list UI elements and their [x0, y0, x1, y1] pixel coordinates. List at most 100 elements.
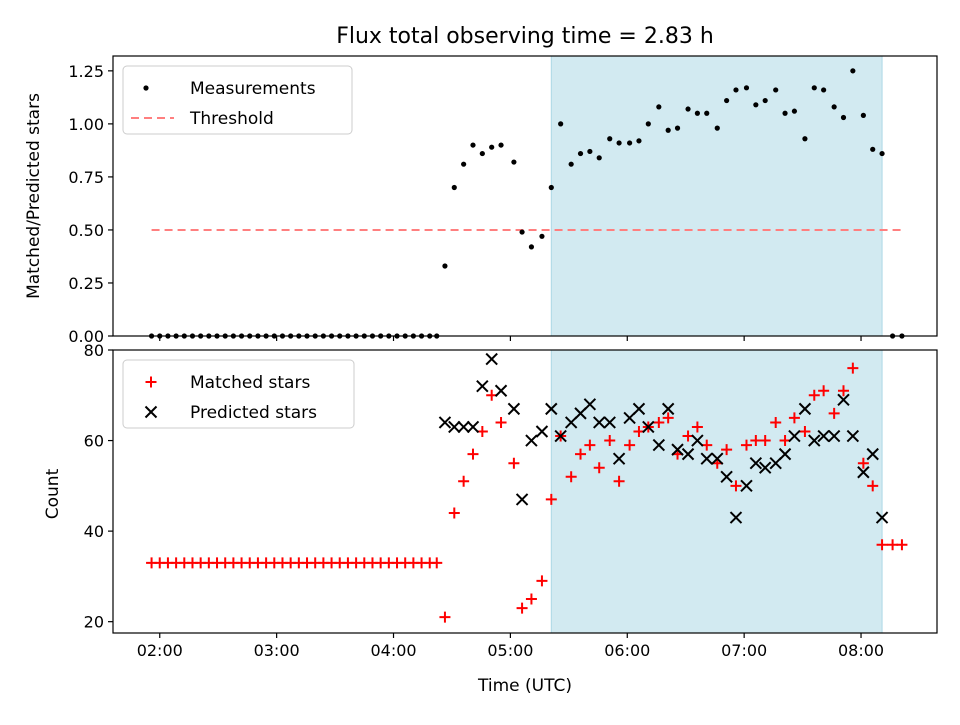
top-y-tick-label: 1.00 [68, 115, 104, 134]
legend-matched-marker [145, 376, 157, 388]
predicted-point [603, 416, 616, 429]
predicted-point [623, 411, 636, 425]
top-y-tick-label: 0.50 [68, 221, 104, 240]
matched-point [448, 507, 460, 519]
measurement-point [791, 108, 798, 114]
predicted-point [525, 434, 538, 447]
matched-point [624, 439, 636, 451]
measurement-point [451, 184, 457, 191]
predicted-point [515, 493, 529, 506]
predicted-point [837, 393, 850, 407]
matched-point [613, 475, 625, 487]
predicted-point [700, 452, 713, 465]
matched-point [439, 611, 451, 623]
top-y-tick-label: 0.75 [68, 168, 104, 187]
measurement-point [568, 161, 574, 167]
top-panel: 0.00 0.25 0.50 0.75 1.00 1.25 Measurements Thre… [68, 55, 938, 346]
measurement-point [802, 136, 808, 142]
measurement-point [636, 138, 642, 144]
measurement-point [645, 121, 651, 127]
predicted-point [788, 429, 801, 443]
top-panel-y-label: Matched/Predicted stars [24, 93, 44, 299]
predicted-point [494, 384, 508, 397]
bottom-panel-y-label: Count [43, 468, 63, 519]
predicted-point [554, 429, 567, 443]
matched-point [857, 457, 869, 469]
measurement-point [733, 87, 739, 93]
x-axis-label: Time (UTC) [477, 676, 572, 696]
predicted-point [476, 380, 489, 393]
predicted-point [749, 456, 763, 470]
predicted-point [740, 479, 753, 493]
measurement-point [548, 184, 554, 191]
matched-point [876, 539, 888, 551]
predicted-point [681, 447, 695, 461]
matched-point [593, 462, 605, 474]
measurement-point [616, 140, 622, 146]
matched-point [467, 448, 479, 460]
measurement-point [498, 142, 504, 148]
measurement-point [870, 146, 876, 152]
measurement-point [831, 104, 837, 110]
matched-point [828, 407, 840, 419]
predicted-point [564, 416, 578, 429]
predicted-point [438, 416, 452, 429]
predicted-point [507, 402, 521, 416]
predicted-point [720, 470, 733, 483]
bottom-observing-span [550, 349, 883, 634]
matched-point [750, 435, 762, 447]
matched-point [770, 416, 782, 428]
measurement-point [840, 114, 847, 121]
predicted-point [817, 429, 830, 443]
measurement-point [773, 87, 779, 93]
predicted-point [457, 420, 470, 434]
predicted-point [545, 402, 558, 416]
measurement-point [850, 68, 856, 74]
predicted-point [642, 420, 655, 434]
predicted-point [691, 434, 704, 447]
measurement-point [821, 87, 827, 93]
bottom-y-tick-label: 20 [84, 613, 104, 632]
predicted-point [583, 398, 597, 411]
predicted-point [448, 420, 461, 434]
predicted-point [808, 434, 821, 447]
predicted-point [758, 461, 772, 474]
bottom-y-tick-label: 80 [84, 341, 104, 360]
measurement-point [762, 97, 768, 104]
legend-label: Threshold [189, 109, 274, 129]
matched-point [653, 416, 665, 428]
predicted-point [661, 402, 675, 416]
matched-point [788, 412, 800, 424]
matched-point [508, 457, 520, 469]
bottom-axes-frame [112, 349, 938, 634]
matched-point [565, 471, 577, 483]
top-y-tick-label: 0.00 [68, 327, 104, 346]
legend-measurement-marker [143, 85, 149, 91]
matched-point [495, 416, 507, 428]
predicted-point [729, 511, 743, 524]
matched-point [604, 435, 616, 447]
matched-point [759, 435, 771, 447]
measurement-point [724, 97, 730, 104]
predicted-point [711, 452, 724, 465]
measurement-point [511, 159, 517, 165]
measurement-point [479, 150, 485, 157]
measurement-point [879, 150, 885, 157]
matched-point [691, 421, 703, 433]
x-tick-label: 02:00 [137, 641, 183, 660]
matched-point [837, 385, 849, 397]
matched-point [818, 385, 830, 397]
matched-point [545, 493, 557, 505]
measurement-point [470, 142, 476, 148]
matched-point [867, 480, 879, 492]
measurement-point [704, 110, 710, 116]
matched-point [662, 412, 674, 424]
measurement-point [674, 125, 681, 131]
measurement-point [685, 106, 691, 112]
top-axes-frame [112, 55, 938, 337]
measurement-point [753, 102, 759, 108]
predicted-point [778, 447, 792, 461]
matched-point [536, 575, 548, 587]
